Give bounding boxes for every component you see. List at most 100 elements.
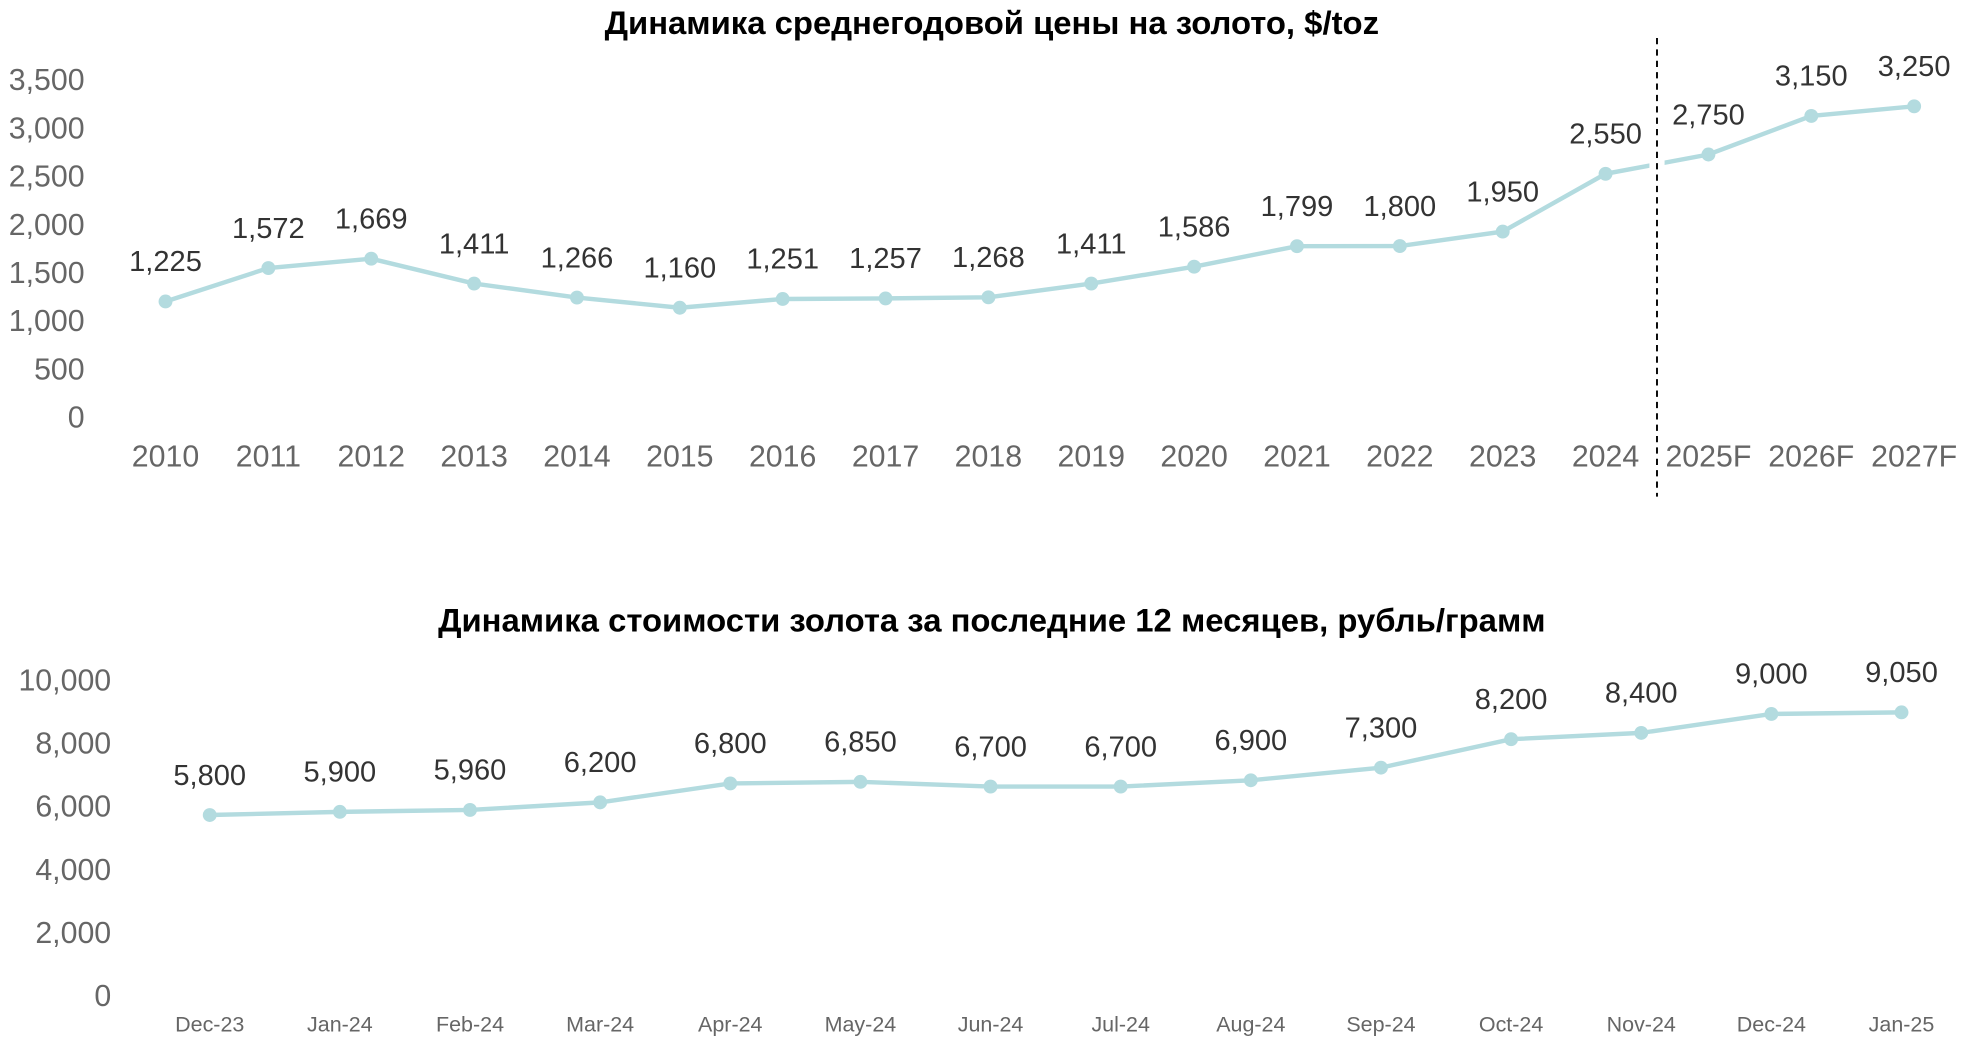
- y-tick-label: 2,000: [9, 209, 85, 242]
- data-point: [1113, 779, 1128, 794]
- series-line: [209, 710, 1902, 818]
- x-tick-label: 2023: [1469, 441, 1536, 474]
- y-tick-label: 0: [68, 402, 85, 435]
- data-label: 1,268: [952, 242, 1025, 274]
- y-tick-label: 3,000: [9, 112, 85, 145]
- data-point: [467, 276, 482, 291]
- data-point: [332, 804, 347, 819]
- data-point: [570, 290, 584, 305]
- x-tick-label: Sep-24: [1346, 1013, 1415, 1037]
- data-label: 6,200: [564, 747, 637, 779]
- data-label: 3,250: [1878, 51, 1951, 83]
- x-tick-label: Jan-24: [307, 1013, 373, 1037]
- y-tick-label: 10,000: [18, 664, 111, 697]
- x-tick-label: 2018: [955, 441, 1022, 474]
- data-point: [1084, 276, 1099, 291]
- x-tick-label: 2015: [646, 441, 713, 474]
- data-point: [1495, 224, 1510, 239]
- x-tick-label: Jan-25: [1869, 1013, 1935, 1037]
- data-point: [1764, 706, 1779, 721]
- y-tick-label: 1,000: [9, 305, 85, 338]
- x-tick-label: 2011: [236, 441, 301, 474]
- x-tick-label: 2013: [440, 441, 507, 474]
- data-point: [202, 808, 217, 822]
- x-tick-label: 2010: [132, 441, 199, 474]
- data-point: [1374, 760, 1388, 775]
- data-point: [853, 774, 868, 789]
- x-tick-label: 2022: [1366, 441, 1433, 474]
- data-label: 1,160: [643, 253, 716, 285]
- x-tick-label: 2021: [1263, 441, 1330, 474]
- x-tick-label: 2012: [338, 441, 405, 474]
- y-tick-label: 2,500: [9, 161, 85, 194]
- data-label: 6,700: [954, 731, 1027, 763]
- data-point: [463, 803, 477, 817]
- x-tick-label: 2014: [543, 441, 610, 474]
- x-tick-label: Jun-24: [958, 1013, 1024, 1037]
- data-point: [1392, 239, 1407, 254]
- x-tick-label: 2020: [1160, 441, 1227, 474]
- data-label: 1,572: [232, 213, 305, 245]
- y-tick-label: 3,500: [9, 64, 85, 97]
- data-label: 9,050: [1865, 657, 1938, 689]
- x-tick-label: 2025F: [1665, 441, 1751, 474]
- y-tick-label: 8,000: [35, 728, 111, 761]
- data-label: 1,669: [335, 203, 408, 235]
- x-tick-label: 2017: [852, 441, 919, 474]
- x-tick-label: Mar-24: [566, 1013, 634, 1037]
- data-label: 3,150: [1775, 61, 1848, 93]
- data-point: [1598, 166, 1613, 181]
- data-label: 9,000: [1735, 659, 1808, 691]
- data-label: 1,799: [1261, 191, 1334, 223]
- data-label: 5,960: [434, 755, 507, 787]
- data-label: 8,200: [1475, 684, 1548, 716]
- x-tick-label: 2019: [1058, 441, 1125, 474]
- data-label: 1,411: [439, 228, 510, 260]
- divider-gap: [1649, 82, 1665, 420]
- x-tick-label: 2026F: [1768, 441, 1854, 474]
- x-tick-label: 2016: [749, 441, 816, 474]
- data-label: 2,550: [1569, 119, 1642, 151]
- y-tick-label: 2,000: [35, 917, 111, 950]
- data-point: [1504, 732, 1519, 747]
- data-label: 5,800: [173, 760, 246, 792]
- series-line: [164, 104, 1915, 310]
- x-tick-label: May-24: [825, 1013, 897, 1037]
- data-label: 1,411: [1056, 228, 1127, 260]
- y-tick-label: 1,500: [9, 257, 85, 290]
- data-label: 1,800: [1363, 191, 1436, 223]
- x-tick-label: Dec-24: [1737, 1013, 1806, 1037]
- data-point: [983, 779, 998, 794]
- chart-title: Динамика среднегодовой цены на золото, $…: [605, 4, 1379, 41]
- data-label: 1,950: [1466, 176, 1539, 208]
- chart-title: Динамика стоимости золота за последние 1…: [438, 602, 1545, 639]
- data-label: 6,850: [824, 727, 897, 759]
- data-label: 1,586: [1158, 211, 1231, 243]
- data-point: [878, 291, 893, 306]
- data-point: [981, 290, 996, 305]
- data-point: [775, 292, 790, 306]
- y-tick-label: 4,000: [35, 854, 111, 887]
- data-point: [1243, 773, 1258, 788]
- x-tick-label: Oct-24: [1479, 1013, 1543, 1037]
- y-tick-label: 0: [94, 980, 111, 1013]
- data-label: 6,700: [1084, 731, 1157, 763]
- x-tick-label: Aug-24: [1216, 1013, 1285, 1037]
- data-point: [1907, 99, 1922, 114]
- data-point: [1290, 239, 1304, 254]
- data-point: [1634, 725, 1649, 740]
- data-point: [364, 251, 379, 266]
- data-label: 7,300: [1345, 712, 1418, 744]
- data-label: 6,800: [694, 728, 767, 760]
- data-label: 6,900: [1214, 725, 1287, 757]
- data-label: 1,266: [541, 242, 614, 274]
- x-tick-label: Dec-23: [175, 1013, 244, 1037]
- x-tick-label: Apr-24: [698, 1013, 762, 1037]
- y-tick-label: 500: [34, 353, 85, 386]
- data-label: 2,750: [1672, 99, 1745, 131]
- data-point: [1701, 147, 1716, 162]
- data-label: 5,900: [304, 757, 377, 789]
- data-label: 1,225: [129, 246, 202, 278]
